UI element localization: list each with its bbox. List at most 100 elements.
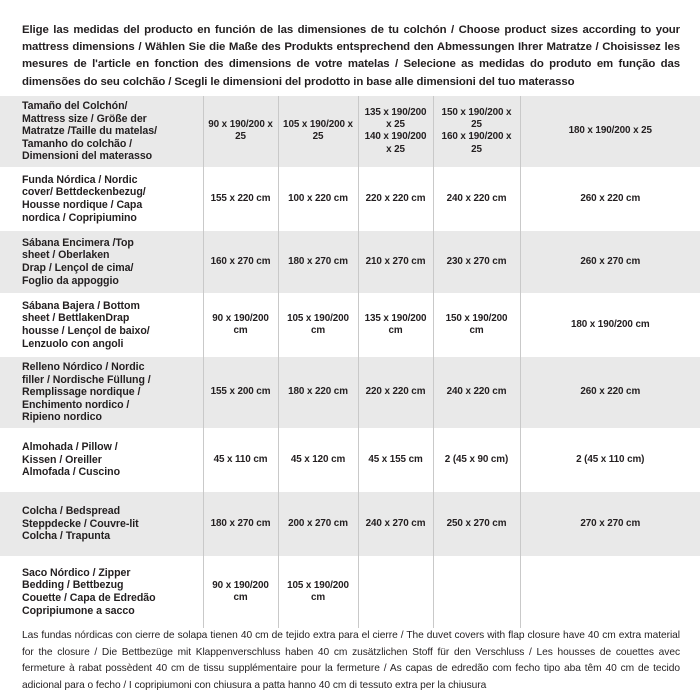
row-label-cell: Sábana Encimera /Top sheet / Oberlaken D…	[0, 230, 204, 293]
row-cell: 100 x 220 cm	[277, 166, 359, 231]
intro-paragraph: Elige las medidas del producto en funció…	[22, 24, 680, 88]
header-col-2: 105 x 190/200 x 25	[277, 96, 359, 167]
row-cell: 105 x 190/200 cm	[277, 555, 359, 628]
row-cell: 270 x 270 cm	[519, 491, 700, 556]
header-col-1: 90 x 190/200 x 25	[202, 96, 279, 167]
table-row: Relleno Nórdico / Nordic filler / Nordis…	[0, 356, 700, 428]
row-cell: 180 x 270 cm	[202, 491, 279, 556]
row-cell-text: 105 x 190/200 cm	[287, 579, 349, 603]
row-label-cell: Funda Nórdica / Nordic cover/ Bettdecken…	[0, 166, 204, 231]
row-label-cell: Sábana Bajera / Bottom sheet / Bettlaken…	[0, 292, 204, 357]
table-row: Funda Nórdica / Nordic cover/ Bettdecken…	[0, 166, 700, 231]
row-label-text: Saco Nórdico / Zipper Bedding / Bettbezu…	[22, 566, 156, 617]
table-header-row: Tamaño del Colchón/ Mattress size / Größ…	[0, 96, 700, 167]
row-cell: 155 x 220 cm	[202, 166, 279, 231]
row-cell: 2 (45 x 90 cm)	[432, 427, 521, 492]
mattress-size-table: Tamaño del Colchón/ Mattress size / Größ…	[0, 96, 700, 628]
row-cell: 2 (45 x 110 cm)	[519, 427, 700, 492]
header-col-4-text: 150 x 190/200 x 25 160 x 190/200 x 25	[441, 106, 512, 155]
row-cell: 155 x 200 cm	[202, 356, 279, 428]
row-label-cell: Almohada / Pillow / Kissen / Oreiller Al…	[0, 427, 204, 492]
row-cell-text: 260 x 220 cm	[580, 386, 641, 398]
row-cell: 220 x 220 cm	[357, 166, 434, 231]
row-label-text: Almohada / Pillow / Kissen / Oreiller Al…	[22, 441, 120, 479]
row-cell-text: 45 x 110 cm	[213, 453, 268, 465]
row-cell-text: 180 x 190/200 cm	[570, 318, 650, 330]
table-row: Almohada / Pillow / Kissen / Oreiller Al…	[0, 427, 700, 492]
row-cell-text: 45 x 155 cm	[368, 453, 423, 465]
row-cell-text: 240 x 270 cm	[365, 517, 426, 529]
row-cell: 240 x 220 cm	[432, 166, 521, 231]
row-cell-text: 200 x 270 cm	[288, 517, 348, 529]
row-cell: 240 x 270 cm	[357, 491, 434, 556]
row-cell-text: 270 x 270 cm	[580, 517, 641, 529]
row-cell-text: 155 x 220 cm	[210, 192, 271, 204]
row-cell: 135 x 190/200 cm	[357, 292, 434, 357]
row-cell: 230 x 270 cm	[432, 230, 521, 293]
row-label-text: Sábana Encimera /Top sheet / Oberlaken D…	[22, 236, 134, 287]
header-col-5: 180 x 190/200 x 25	[519, 96, 700, 167]
row-cell: 180 x 270 cm	[277, 230, 359, 293]
row-label-text: Relleno Nórdico / Nordic filler / Nordis…	[22, 360, 151, 424]
row-label-cell: Colcha / Bedspread Steppdecke / Couvre-l…	[0, 491, 204, 556]
footnote-paragraph: Las fundas nórdicas con cierre de solapa…	[22, 630, 680, 691]
row-cell-text: 90 x 190/200 cm	[212, 312, 269, 336]
row-cell: 90 x 190/200 cm	[202, 555, 279, 628]
row-cell-text: 210 x 270 cm	[365, 255, 426, 267]
row-cell-empty	[432, 555, 521, 628]
row-cell: 105 x 190/200 cm	[277, 292, 359, 357]
row-cell: 260 x 220 cm	[519, 166, 700, 231]
row-cell-text: 260 x 220 cm	[580, 192, 641, 204]
header-col-1-text: 90 x 190/200 x 25	[208, 119, 273, 143]
row-cell: 45 x 110 cm	[202, 427, 279, 492]
row-cell-text: 260 x 270 cm	[580, 255, 641, 267]
row-cell-empty	[519, 555, 700, 628]
row-label-text: Sábana Bajera / Bottom sheet / Bettlaken…	[22, 299, 150, 350]
row-label-cell: Saco Nórdico / Zipper Bedding / Bettbezu…	[0, 555, 204, 628]
row-cell-empty	[357, 555, 434, 628]
row-cell-text: 155 x 200 cm	[210, 386, 271, 398]
row-cell-text: 220 x 220 cm	[365, 386, 426, 398]
row-cell: 260 x 220 cm	[519, 356, 700, 428]
row-cell: 180 x 220 cm	[277, 356, 359, 428]
header-col-5-text: 180 x 190/200 x 25	[568, 125, 652, 137]
row-cell-text: 160 x 270 cm	[210, 255, 271, 267]
row-cell-text: 250 x 270 cm	[446, 517, 507, 529]
row-cell: 240 x 220 cm	[432, 356, 521, 428]
row-cell: 150 x 190/200 cm	[432, 292, 521, 357]
row-cell-text: 180 x 220 cm	[288, 386, 348, 398]
header-col-3-text: 135 x 190/200 x 25 140 x 190/200 x 25	[364, 106, 427, 155]
table-row: Sábana Bajera / Bottom sheet / Bettlaken…	[0, 292, 700, 357]
row-cell-text: 45 x 120 cm	[290, 453, 346, 465]
row-cell-text: 2 (45 x 110 cm)	[576, 453, 645, 465]
table-row: Colcha / Bedspread Steppdecke / Couvre-l…	[0, 491, 700, 556]
row-cell: 260 x 270 cm	[519, 230, 700, 293]
row-cell-text: 150 x 190/200 cm	[445, 312, 508, 336]
row-cell-text: 135 x 190/200 cm	[364, 312, 427, 336]
row-cell-text: 230 x 270 cm	[446, 255, 507, 267]
row-cell-text: 180 x 270 cm	[288, 255, 348, 267]
header-label-cell: Tamaño del Colchón/ Mattress size / Größ…	[0, 96, 204, 167]
row-cell: 180 x 190/200 cm	[519, 292, 700, 357]
row-cell: 160 x 270 cm	[202, 230, 279, 293]
header-col-4: 150 x 190/200 x 25 160 x 190/200 x 25	[432, 96, 521, 167]
row-cell-text: 100 x 220 cm	[288, 192, 348, 204]
row-cell-text: 2 (45 x 90 cm)	[444, 453, 509, 465]
row-cell: 45 x 155 cm	[357, 427, 434, 492]
row-cell-text: 90 x 190/200 cm	[212, 579, 269, 603]
header-col-3: 135 x 190/200 x 25 140 x 190/200 x 25	[357, 96, 434, 167]
row-label-cell: Relleno Nórdico / Nordic filler / Nordis…	[0, 356, 204, 428]
row-label-text: Colcha / Bedspread Steppdecke / Couvre-l…	[22, 505, 139, 543]
row-cell-text: 220 x 220 cm	[365, 192, 426, 204]
row-cell: 200 x 270 cm	[277, 491, 359, 556]
table-row: Saco Nórdico / Zipper Bedding / Bettbezu…	[0, 555, 700, 628]
row-cell-text: 240 x 220 cm	[446, 386, 507, 398]
header-col-2-text: 105 x 190/200 x 25	[283, 119, 353, 143]
row-label-text: Funda Nórdica / Nordic cover/ Bettdecken…	[22, 173, 146, 224]
row-cell-text: 180 x 270 cm	[210, 517, 271, 529]
row-cell: 210 x 270 cm	[357, 230, 434, 293]
row-cell: 220 x 220 cm	[357, 356, 434, 428]
header-label-text: Tamaño del Colchón/ Mattress size / Größ…	[22, 100, 157, 163]
table-row: Sábana Encimera /Top sheet / Oberlaken D…	[0, 230, 700, 293]
